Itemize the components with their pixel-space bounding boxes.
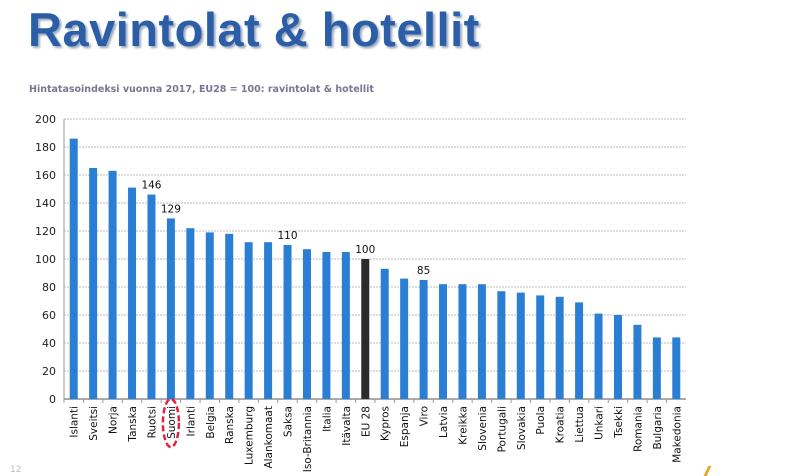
x-tick-label: Bulgaria (652, 406, 664, 450)
bar-kypros (380, 268, 389, 399)
x-tick-label: Kroatia (555, 406, 567, 443)
bar-saksa (283, 245, 292, 399)
bar-luxemburg (244, 242, 253, 399)
x-tick-label: Latvia (438, 406, 450, 438)
bar-espanja (400, 278, 409, 399)
x-tick-label: Tsekki (613, 406, 625, 439)
y-tick-label: 60 (42, 309, 56, 322)
bar-tsekki (613, 315, 622, 399)
bar-romania (633, 324, 642, 399)
bar-kreikka (458, 284, 467, 399)
x-tick-label: Makedonia (671, 406, 683, 463)
x-tick-label: Romania (632, 406, 644, 452)
x-tick-label: Slovenia (477, 406, 489, 451)
bar-irlanti (186, 228, 195, 399)
y-tick-label: 100 (35, 253, 56, 266)
y-tick-label: 40 (42, 337, 56, 350)
x-tick-label: EU 28 (360, 406, 372, 437)
bar-slovakia (516, 292, 525, 399)
data-label: 110 (278, 230, 298, 242)
bar-ruotsi (147, 194, 156, 399)
x-tick-label: Sveitsi (88, 406, 100, 441)
y-tick-label: 180 (35, 141, 56, 154)
bar-makedonia (672, 337, 681, 399)
bar-belgia (205, 232, 214, 399)
page-number: 12 (10, 465, 22, 475)
x-tick-label: Puola (535, 406, 547, 435)
x-tick-label: Italia (321, 406, 333, 432)
data-label: 129 (161, 203, 181, 215)
y-tick-label: 160 (35, 169, 56, 182)
x-tick-label: Ruotsi (146, 406, 158, 438)
x-tick-label: Itävalta (341, 406, 353, 446)
bar-itävalta (341, 252, 350, 399)
y-tick-label: 120 (35, 225, 56, 238)
x-tick-label: Iso-Britannia (302, 406, 314, 472)
bar-norja (108, 170, 117, 399)
x-tick-label: Luxemburg (244, 406, 256, 465)
y-tick-label: 200 (35, 113, 56, 126)
x-tick-label: Alankomaat (263, 406, 275, 469)
y-tick-label: 140 (35, 197, 56, 210)
bar-kroatia (555, 296, 564, 399)
bar-slovenia (477, 284, 486, 399)
bar-viro (419, 280, 428, 399)
x-tick-label: Viro (419, 406, 431, 426)
y-tick-label: 80 (42, 281, 56, 294)
x-tick-label: Portugali (496, 406, 508, 452)
x-tick-label: Ranska (224, 406, 236, 444)
data-label: 100 (355, 244, 375, 256)
bar-tanska (128, 187, 137, 399)
bar-ranska (225, 233, 234, 399)
x-tick-label: Kreikka (457, 406, 469, 445)
bar-islanti (69, 138, 78, 399)
bar-portugali (497, 291, 506, 399)
x-tick-label: Unkari (594, 406, 606, 440)
x-tick-label: Norja (108, 406, 120, 434)
bar-iso-britannia (302, 249, 311, 399)
x-tick-label: Irlanti (185, 406, 197, 436)
bar-unkari (594, 313, 603, 399)
bar-bulgaria (652, 337, 661, 399)
y-tick-label: 0 (49, 393, 56, 406)
bar-liettua (575, 302, 584, 399)
bar-suomi (166, 218, 175, 399)
bar-italia (322, 252, 331, 399)
x-tick-label: Espanja (399, 406, 411, 447)
data-label: 85 (417, 265, 430, 277)
x-tick-label: Saksa (283, 406, 295, 437)
y-tick-label: 20 (42, 365, 56, 378)
bar-alankomaat (264, 242, 273, 399)
slide-title: Ravintolat & hotellit (28, 3, 480, 56)
bar-sveitsi (89, 168, 98, 399)
x-tick-label: Slovakia (516, 406, 528, 450)
bar-puola (536, 295, 545, 399)
data-label: 146 (141, 180, 161, 192)
x-tick-label: Islanti (69, 406, 81, 438)
bar-eu-28 (361, 259, 370, 399)
x-tick-label: Liettua (574, 406, 586, 443)
highlight-circle (161, 397, 181, 449)
x-tick-label: Belgia (205, 406, 217, 439)
chart-title: Hintatasoindeksi vuonna 2017, EU28 = 100… (29, 84, 374, 95)
x-tick-label: Kypros (380, 406, 392, 441)
x-tick-label: Tanska (127, 406, 139, 443)
x-tick-label: Suomi (166, 406, 178, 439)
bar-latvia (439, 284, 448, 399)
